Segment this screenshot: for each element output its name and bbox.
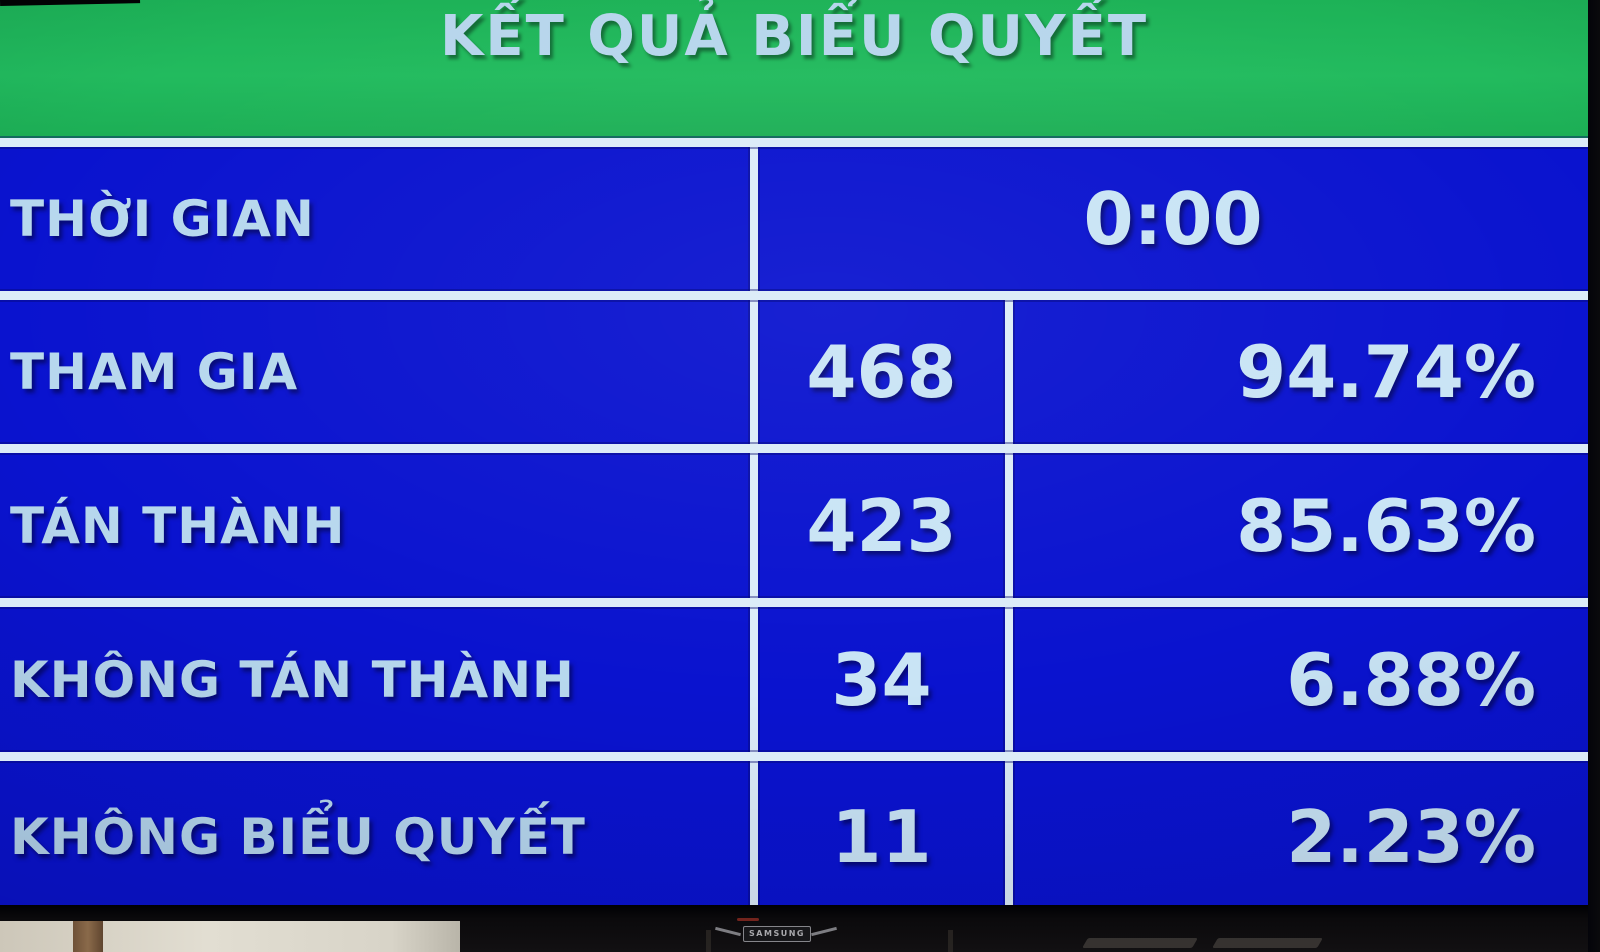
grid-line-vertical [750,147,758,291]
row-percent: 85.63% [1236,483,1536,568]
tv-logo-tab: SAMSUNG [715,924,837,946]
grid-line-horizontal [0,291,1588,300]
tv-standby-led [737,918,759,921]
grid-line-vertical [1005,607,1013,752]
wall-background [0,921,460,952]
room-reflection [1082,938,1198,948]
tv-brand-logo: SAMSUNG [743,926,811,942]
tv-brand-label: SAMSUNG [749,929,805,938]
row-abstain: KHÔNG BIỂU QUYẾT 11 2.23% [0,761,1588,912]
grid-line-vertical [1005,453,1013,598]
grid-line-horizontal [0,138,1588,147]
row-count: 423 [806,483,957,568]
grid-line-vertical [750,453,758,598]
grid-line-vertical [750,300,758,444]
grid-line-vertical [750,607,758,752]
grid-line-vertical [1005,300,1013,444]
row-count: 468 [806,330,957,414]
row-percent: 2.23% [1286,794,1536,879]
row-count: 34 [831,637,932,722]
grid-line-horizontal [0,598,1588,607]
row-count: 11 [831,794,932,879]
row-label: KHÔNG TÁN THÀNH [10,650,575,709]
room-reflection [1212,938,1323,948]
wood-trim [73,921,103,952]
room-shadow [948,930,953,952]
board-header: KẾT QUẢ BIỂU QUYẾT [0,0,1588,138]
grid-line-vertical [750,761,758,912]
tv-bezel-right [1588,0,1600,952]
row-disapprove: KHÔNG TÁN THÀNH 34 6.88% [0,607,1588,752]
vote-result-board: KẾT QUẢ BIỂU QUYẾT THỜI GIAN 0:00 THAM G… [0,0,1588,912]
row-percent: 94.74% [1236,330,1536,414]
time-value: 0:00 [1083,177,1263,261]
row-participating: THAM GIA 468 94.74% [0,300,1588,444]
grid-line-vertical [1005,761,1013,912]
row-label: THAM GIA [10,343,299,401]
row-approve: TÁN THÀNH 423 85.63% [0,453,1588,598]
grid-line-horizontal [0,444,1588,453]
row-label: TÁN THÀNH [10,496,346,555]
row-percent: 6.88% [1286,637,1536,722]
room-shadow [706,930,711,952]
row-label: KHÔNG BIỂU QUYẾT [10,807,586,866]
row-time: THỜI GIAN 0:00 [0,147,1588,291]
grid-line-horizontal [0,752,1588,761]
board-title: KẾT QUẢ BIỂU QUYẾT [439,4,1149,69]
time-label: THỜI GIAN [10,190,315,248]
